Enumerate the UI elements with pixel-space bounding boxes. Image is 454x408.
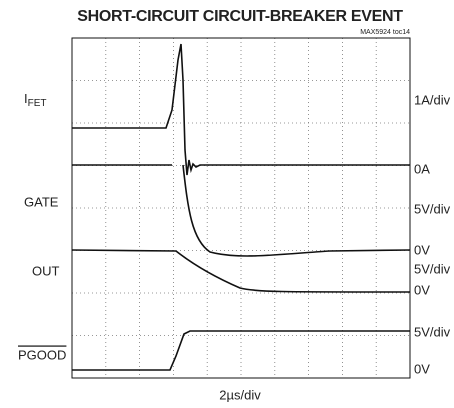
out-trace [175,250,411,293]
scale-label: 0V [414,242,430,257]
x-axis-label: 2µs/div [219,387,261,402]
scale-label: 0A [414,161,430,176]
scale-label: 5V/div [414,324,451,339]
gate-trace [182,164,411,257]
grid [72,38,410,378]
scale-label: 1A/div [414,92,451,107]
pgood-label: PGOOD [18,347,66,362]
plot-frame [71,37,411,379]
right-labels: 1A/div 0A 5V/div 0V 5V/div 0V 5V/div 0V [414,92,451,376]
ifet-trace [72,43,410,176]
figure-id: MAX5924 toc14 [360,29,410,36]
chart-title: SHORT-CIRCUIT CIRCUIT-BREAKER EVENT [77,8,403,25]
gate-zero-trace [71,249,177,252]
gate-label: GATE [24,194,59,209]
pgood-trace [72,330,410,371]
traces [71,43,411,371]
out-label: OUT [32,263,60,278]
scale-label: 5V/div [414,201,451,216]
scale-label: 0V [414,361,430,376]
scale-label: 5V/div [414,261,451,276]
ifet-label: IFET [24,91,47,108]
scale-label: 0V [414,282,430,297]
